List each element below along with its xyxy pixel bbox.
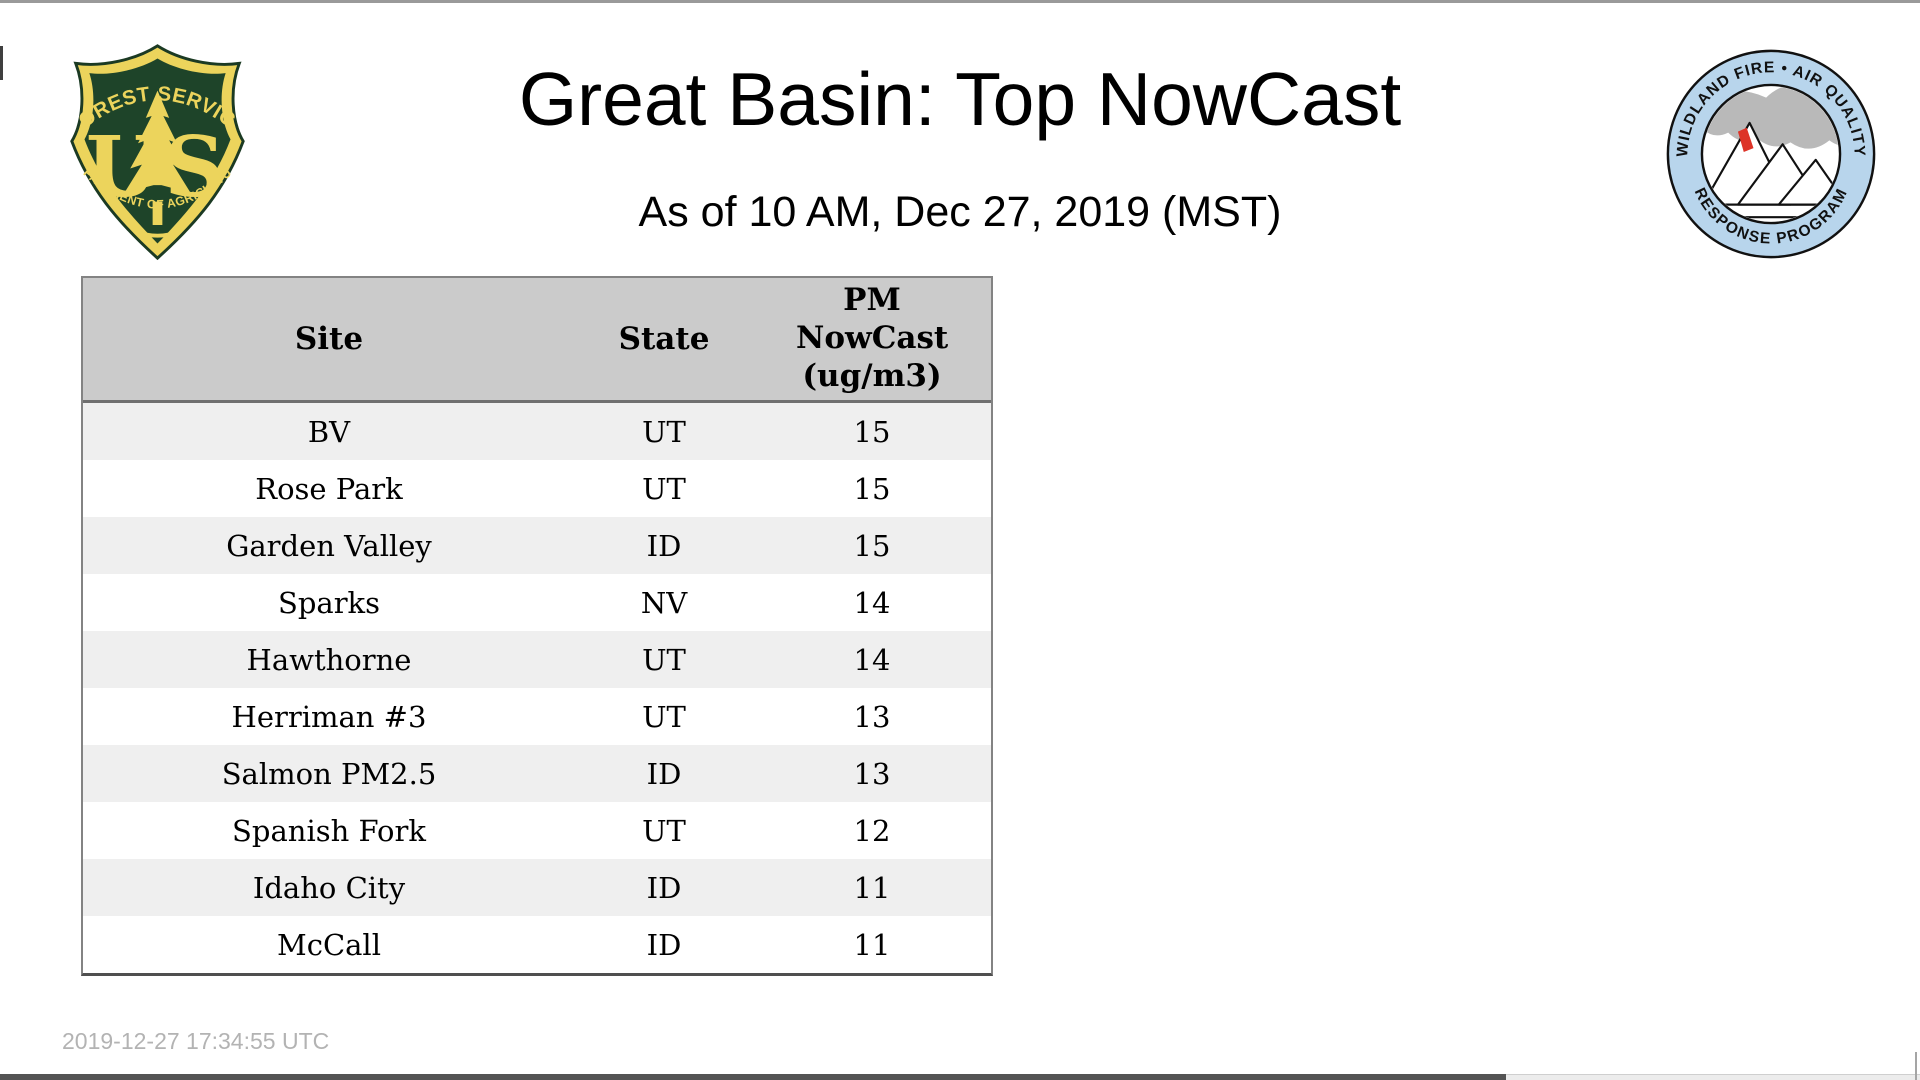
left-edge-mark [0,46,3,80]
table-row: Rose Park UT 15 [83,460,991,517]
cell-state: UT [642,813,686,848]
cell-pm-nowcast: 15 [853,528,891,563]
cell-pm-nowcast: 14 [853,585,891,620]
cell-state: UT [642,642,686,677]
table-row: Sparks NV 14 [83,574,991,631]
cell-state: UT [642,471,686,506]
col-header-pm-nowcast-label: PM NowCast (ug/m3) [796,282,949,394]
cell-site: Sparks [277,585,381,620]
cell-state: ID [646,870,682,905]
cell-site: Salmon PM2.5 [221,756,437,791]
cell-state: UT [642,414,686,449]
cell-pm-nowcast: 12 [853,813,891,848]
col-header-pm-nowcast: PM NowCast (ug/m3) [753,278,991,403]
table-row: BV UT 15 [83,401,991,460]
wfaqrp-logo-icon: WILDLAND FIRE • AIR QUALITY RESPONSE PRO… [1666,49,1876,259]
cell-pm-nowcast: 15 [853,414,891,449]
page-subtitle: As of 10 AM, Dec 27, 2019 (MST) [638,188,1282,236]
cell-state: NV [640,585,688,620]
table-row: Idaho City ID 11 [83,859,991,916]
cell-state: ID [646,528,682,563]
bottom-bar-dark [0,1074,1506,1080]
nowcast-table-container: Site State PM NowCast (ug/m3) BV UT 15 Rose… [81,276,993,976]
cell-site: Garden Valley [226,528,432,563]
cell-pm-nowcast: 15 [853,471,891,506]
cell-site: McCall [277,927,381,962]
cell-state: UT [642,699,686,734]
cell-pm-nowcast: 13 [853,756,891,791]
top-border-line [0,0,1920,3]
table-row: Hawthorne UT 14 [83,631,991,688]
cell-state: ID [646,927,682,962]
forest-service-logo-icon: FOREST SERVICE U S DEPARTMENT OF AGRICUL… [55,40,245,261]
right-edge-line [1915,1052,1917,1080]
cell-pm-nowcast: 14 [853,642,891,677]
table-body: BV UT 15 Rose Park UT 15 Garden Valley ID 15 Spar… [83,401,991,973]
generated-timestamp: 2019-12-27 17:34:55 UTC [62,1028,330,1054]
nowcast-table: Site State PM NowCast (ug/m3) BV UT 15 Rose… [83,278,991,973]
table-row: Garden Valley ID 15 [83,517,991,574]
cell-pm-nowcast: 11 [853,927,891,962]
table-row: Spanish Fork UT 12 [83,802,991,859]
cell-site: Herriman #3 [231,699,427,734]
bottom-bar-light [1506,1074,1920,1080]
cell-site: Rose Park [255,471,403,506]
col-header-state: State [575,278,753,403]
cell-site: Idaho City [252,870,406,905]
cell-pm-nowcast: 13 [853,699,891,734]
cell-site: Spanish Fork [232,813,426,848]
col-header-site: Site [83,278,575,403]
fs-letter-s: S [164,117,224,216]
table-row: Salmon PM2.5 ID 13 [83,745,991,802]
pine-tree-icon [124,90,191,238]
table-row: Herriman #3 UT 13 [83,688,991,745]
cell-site: Hawthorne [246,642,412,677]
cell-pm-nowcast: 11 [853,870,891,905]
table-header: Site State PM NowCast (ug/m3) [83,278,991,403]
table-row: McCall ID 11 [83,916,991,973]
flame-icon [1737,127,1754,153]
cell-site: BV [307,414,351,449]
cell-state: ID [646,756,682,791]
page-title: Great Basin: Top NowCast [518,57,1402,141]
